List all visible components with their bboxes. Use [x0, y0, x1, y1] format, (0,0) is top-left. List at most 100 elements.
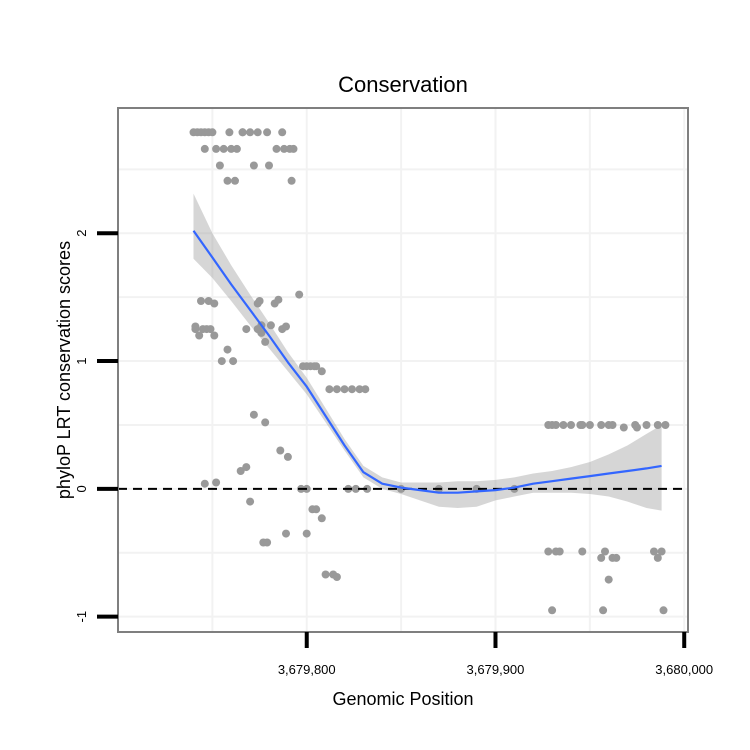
data-point: [272, 144, 281, 153]
data-point: [340, 385, 349, 394]
data-point: [276, 446, 285, 455]
data-point: [229, 357, 238, 366]
data-point: [238, 128, 247, 137]
data-point: [210, 299, 219, 308]
data-point: [282, 322, 290, 331]
data-point: [210, 331, 219, 340]
data-point: [312, 362, 321, 371]
data-point: [191, 322, 200, 331]
data-point: [212, 478, 221, 487]
data-point: [227, 144, 236, 153]
smooth-line-layer: [192, 230, 662, 494]
x-tick-label: 3,679,900: [467, 662, 525, 677]
data-point: [295, 290, 304, 299]
data-point: [195, 331, 204, 340]
data-point: [206, 325, 215, 334]
data-point: [659, 606, 668, 615]
data-point: [219, 144, 228, 153]
data-point: [317, 514, 326, 523]
data-point: [225, 128, 234, 137]
grid-lines: [118, 108, 688, 632]
data-point: [555, 547, 564, 556]
x-axis-label: Genomic Position: [332, 689, 473, 709]
data-point: [332, 385, 341, 394]
data-point: [197, 297, 205, 305]
data-point: [289, 144, 298, 153]
data-point: [608, 421, 617, 429]
data-point: [578, 421, 587, 429]
data-point: [317, 367, 326, 376]
data-point: [597, 553, 606, 562]
data-point: [548, 606, 557, 615]
data-point: [597, 421, 606, 429]
y-axis: -1 0 1 2: [74, 230, 118, 623]
data-point: [242, 463, 251, 472]
data-point: [661, 421, 670, 429]
panel-border: [117, 107, 689, 633]
data-point: [351, 484, 360, 493]
data-point: [642, 421, 651, 429]
data-point: [363, 484, 372, 493]
data-point: [601, 547, 609, 556]
data-point: [332, 573, 341, 581]
y-tick-label: -1: [74, 611, 89, 623]
data-point: [599, 606, 608, 615]
data-point: [215, 161, 224, 170]
data-point: [653, 553, 662, 562]
data-point: [249, 410, 258, 419]
data-point: [266, 321, 275, 330]
data-point: [212, 144, 221, 153]
data-point: [551, 421, 560, 429]
data-point: [236, 467, 245, 475]
data-point: [657, 547, 666, 556]
data-point: [578, 547, 587, 556]
x-axis: 3,679,800 3,679,900 3,680,000: [278, 632, 713, 677]
data-point: [231, 176, 239, 185]
y-tick-label: 0: [74, 485, 89, 492]
data-point: [653, 421, 662, 429]
data-point: [200, 479, 209, 488]
data-point: [287, 176, 296, 185]
data-point: [585, 421, 594, 429]
smooth-fit-line: [192, 230, 662, 494]
data-point: [612, 553, 621, 562]
data-point: [232, 144, 241, 153]
confidence-band-layer: [193, 193, 662, 511]
data-point: [217, 357, 226, 366]
data-point: [265, 161, 273, 170]
data-point: [278, 128, 287, 137]
data-point: [312, 505, 321, 514]
data-point: [274, 295, 283, 304]
data-point: [246, 128, 255, 137]
data-point: [325, 385, 334, 394]
x-tick-label: 3,680,000: [655, 662, 713, 677]
data-point: [355, 385, 364, 394]
points-layer: [189, 128, 670, 615]
data-point: [631, 421, 640, 429]
data-point: [242, 325, 251, 334]
data-point: [544, 421, 553, 429]
y-tick-label: 1: [74, 357, 89, 364]
data-point: [567, 421, 575, 429]
data-point: [321, 570, 330, 579]
data-point: [253, 299, 262, 308]
data-point: [208, 128, 217, 137]
data-point: [253, 128, 262, 137]
data-point: [619, 423, 628, 432]
data-point: [283, 452, 292, 461]
x-tick-label: 3,679,800: [278, 662, 336, 677]
data-point: [604, 575, 613, 584]
data-point: [223, 176, 232, 185]
data-point: [559, 421, 568, 429]
data-point: [249, 161, 258, 170]
y-tick-label: 2: [74, 230, 89, 237]
data-point: [200, 144, 209, 153]
data-point: [348, 385, 356, 394]
data-point: [223, 345, 232, 354]
data-point: [302, 529, 311, 538]
data-point: [650, 547, 658, 556]
data-point: [261, 418, 270, 427]
data-point: [246, 497, 255, 506]
confidence-band: [193, 193, 662, 511]
